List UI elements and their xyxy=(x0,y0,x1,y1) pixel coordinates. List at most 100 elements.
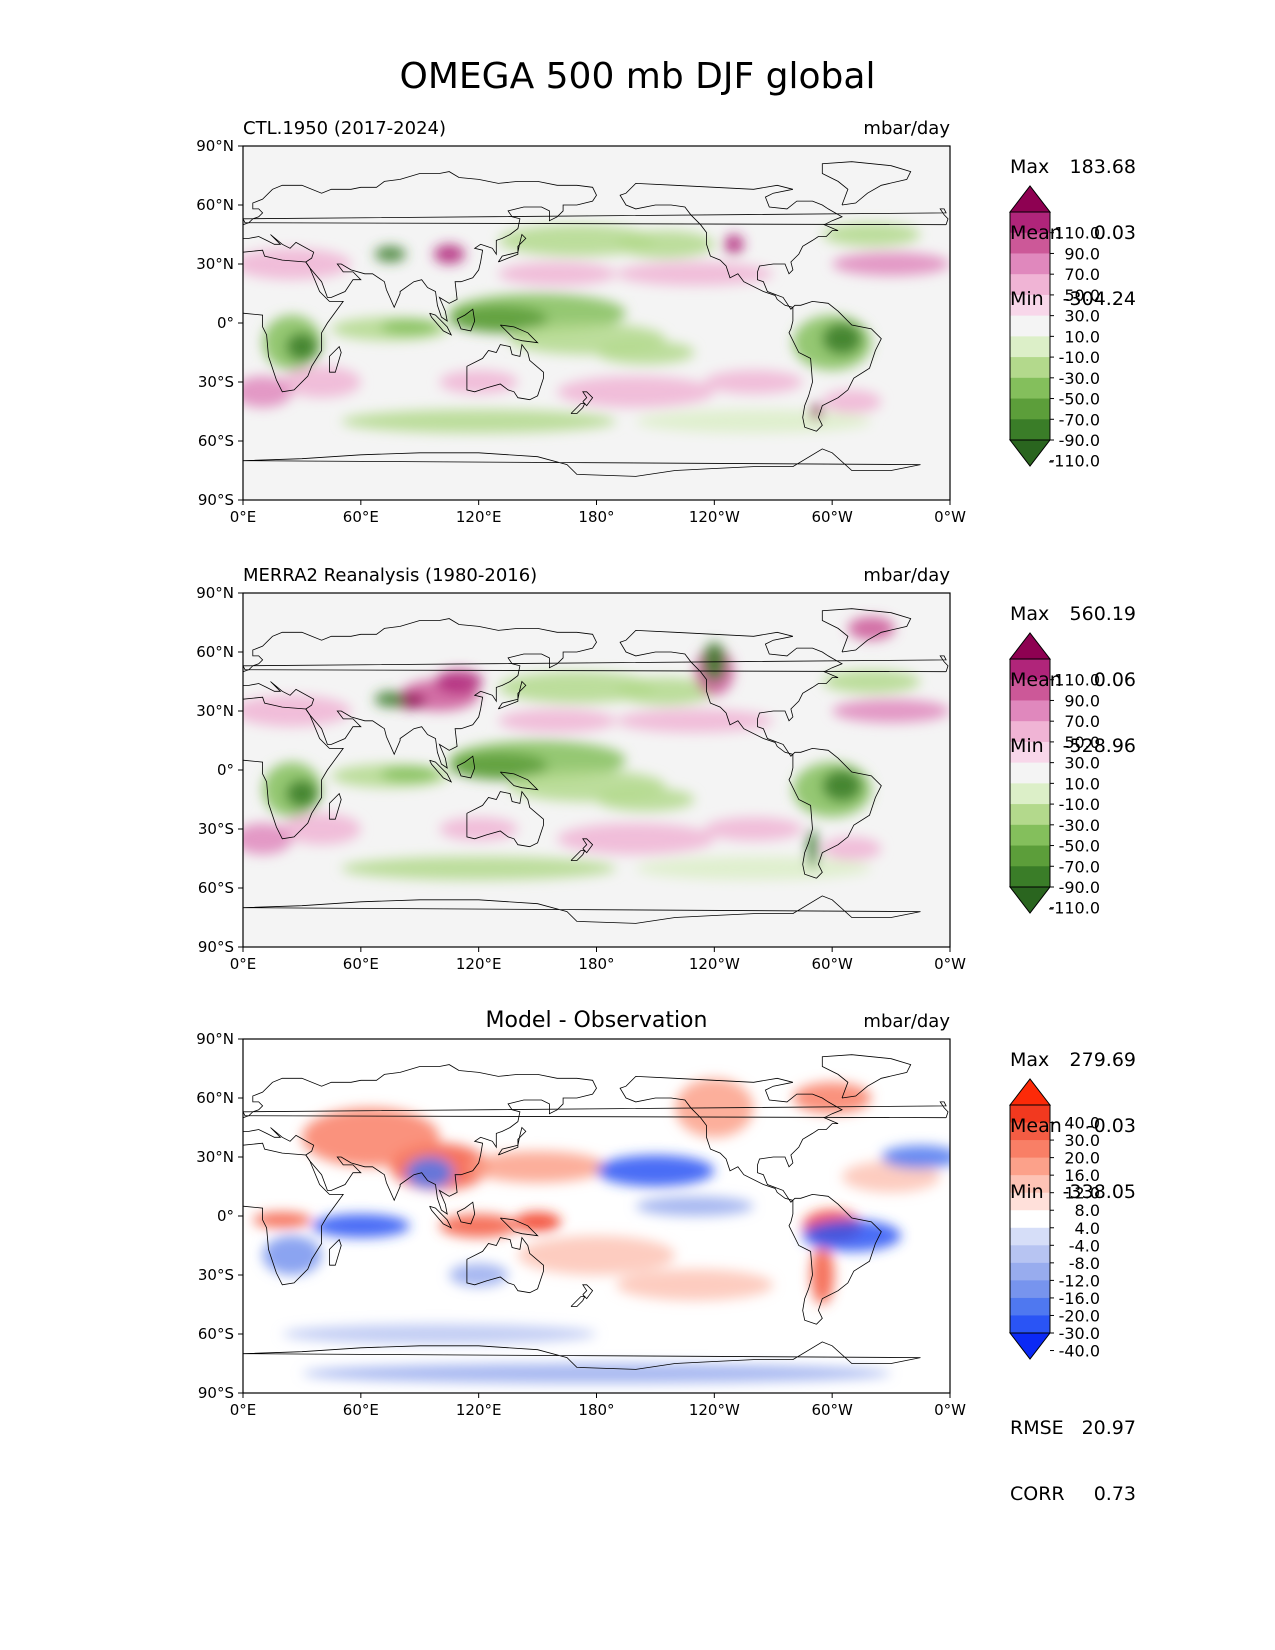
colorbar-label: -110.0 xyxy=(1048,899,1100,918)
lon-tick-label: 120°E xyxy=(456,508,502,526)
colorbar-label: -10.0 xyxy=(1059,348,1100,367)
field-blob xyxy=(616,677,715,706)
colorbar-label: 50.0 xyxy=(1064,286,1100,305)
lon-tick-label: 0°E xyxy=(230,1401,257,1419)
colorbar-segment xyxy=(1010,845,1050,867)
lon-tick-label: 120°W xyxy=(689,955,740,973)
colorbar-label: 90.0 xyxy=(1064,691,1100,710)
field-blob xyxy=(832,252,950,276)
lat-tick-label: 60°S xyxy=(198,1325,234,1343)
lat-tick-label: 90°S xyxy=(198,938,234,956)
field-blob xyxy=(841,1160,941,1193)
coastline xyxy=(582,1284,594,1300)
panel-model: 90°N 60°N 30°N 0° 30°S 60°S 90°S0°E 60°E 120°E 18… xyxy=(196,118,1100,526)
colorbar-segment xyxy=(1010,294,1050,317)
field-layer xyxy=(243,222,950,434)
lon-tick-label: 60°E xyxy=(343,508,379,526)
coastline xyxy=(243,208,949,226)
colorbar-label: 12.0 xyxy=(1064,1184,1100,1203)
field-blob xyxy=(635,1196,754,1216)
field-blob xyxy=(596,340,695,365)
coastline xyxy=(243,1142,344,1286)
lon-tick-label: 0°W xyxy=(934,955,966,973)
coastline xyxy=(456,755,476,779)
field-blob xyxy=(243,248,351,280)
colorbar: 110.090.0 70.0 50.0 30.010.0 -10.0 -30.0 -50.0… xyxy=(1008,632,1100,918)
field-blob xyxy=(514,1212,562,1232)
colorbar-label: -70.0 xyxy=(1059,857,1100,876)
coastline xyxy=(456,1201,476,1225)
field-blob xyxy=(822,323,862,355)
field-blob xyxy=(616,262,774,286)
field-blob xyxy=(262,1235,322,1276)
colorbar: 40.030.020.016.012.08.04.0-4.0-8.0-12.0-… xyxy=(1008,1078,1100,1361)
colorbar-label: 8.0 xyxy=(1075,1201,1100,1220)
colorbar-extend-min xyxy=(1008,886,1052,914)
field-blob xyxy=(449,1263,509,1287)
colorbar-label: 30.0 xyxy=(1064,754,1100,773)
stats-observation: Max 560.19 Mean 0.06 Min -528.96 xyxy=(1010,603,1136,757)
field-blob xyxy=(498,671,656,704)
colorbar-label: -50.0 xyxy=(1059,390,1100,409)
coastline xyxy=(466,343,544,401)
coastline xyxy=(429,312,453,336)
coastline xyxy=(456,308,476,332)
lat-tick-label: 60°S xyxy=(198,432,234,450)
colorbar-segment xyxy=(1010,783,1050,805)
coastline xyxy=(243,171,597,322)
coastline xyxy=(243,1101,949,1119)
coastline xyxy=(619,629,882,879)
colorbar: 110.090.0 70.0 50.0 30.010.0 -10.0 -30.0 -50.0… xyxy=(1008,185,1100,471)
coastline xyxy=(243,618,597,769)
colorbar-label: -4.0 xyxy=(1069,1236,1100,1255)
coastlines xyxy=(243,161,949,477)
field-blob xyxy=(616,709,774,733)
lat-tick-label: 90°S xyxy=(198,1384,234,1402)
field-blob xyxy=(498,224,656,257)
field-blob xyxy=(243,823,293,855)
coastline xyxy=(429,759,453,783)
colorbar-segment xyxy=(1010,336,1050,358)
field-blob xyxy=(847,616,896,641)
colorbar-segment xyxy=(1010,679,1050,701)
colorbar-segment xyxy=(1010,1210,1050,1229)
coastline xyxy=(582,391,594,407)
coastline xyxy=(466,790,544,848)
field-blob xyxy=(439,817,518,841)
coastline xyxy=(243,1341,921,1370)
field-blob xyxy=(286,779,318,808)
lon-tick-label: 60°E xyxy=(343,1401,379,1419)
colorbar-label: 40.0 xyxy=(1064,1114,1100,1133)
lat-tick-label: 30°N xyxy=(196,1148,234,1166)
colorbar-label: -30.0 xyxy=(1059,369,1100,388)
field-blob xyxy=(374,246,407,263)
field-blob xyxy=(596,787,695,812)
coastlines xyxy=(243,1054,949,1370)
colorbar-segment xyxy=(1010,1140,1050,1159)
field-blob xyxy=(243,695,351,727)
lon-tick-label: 120°E xyxy=(456,1401,502,1419)
field-blob xyxy=(341,856,617,881)
lon-tick-label: 120°E xyxy=(456,955,502,973)
lat-tick-label: 60°N xyxy=(196,1089,234,1107)
field-blob xyxy=(439,1214,518,1238)
lon-tick-label: 60°W xyxy=(811,955,853,973)
units-label: mbar/day xyxy=(863,118,950,139)
field-blob xyxy=(301,1107,440,1167)
field-blob xyxy=(282,813,361,845)
coastline xyxy=(619,182,882,432)
units-label: mbar/day xyxy=(863,1011,950,1032)
field-blob xyxy=(822,836,882,861)
colorbar-label: -90.0 xyxy=(1059,431,1100,450)
colorbar-segment xyxy=(1010,659,1050,681)
lat-tick-label: 0° xyxy=(217,314,234,332)
coastline xyxy=(570,850,586,861)
colorbar-label: 30.0 xyxy=(1064,307,1100,326)
coastline xyxy=(821,608,912,653)
field-blob xyxy=(822,222,921,247)
lat-tick-label: 30°S xyxy=(198,820,234,838)
colorbar-label: -30.0 xyxy=(1059,1324,1100,1343)
colorbar-label: -12.0 xyxy=(1059,1271,1100,1290)
lon-tick-label: 120°W xyxy=(689,508,740,526)
field-blob xyxy=(822,770,862,802)
